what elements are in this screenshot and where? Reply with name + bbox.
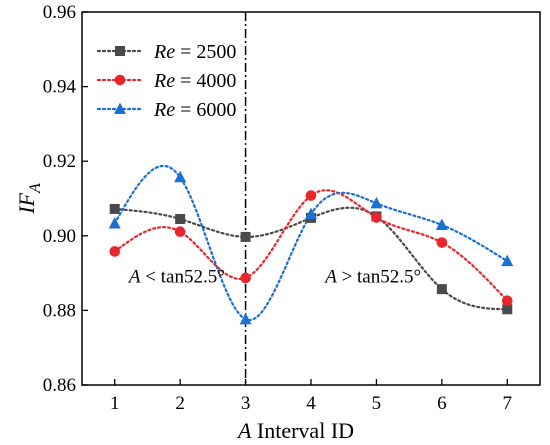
plot-area: A < tan52.5° A > tan52.5° — [108, 12, 514, 385]
data-point-s1-3 — [240, 272, 251, 284]
x-tick-label-5: 5 — [372, 393, 382, 414]
y-tick-label-0: 0.86 — [43, 375, 76, 396]
legend-label-value: = 4000 — [175, 70, 236, 92]
y-axis-label-sub: A — [27, 183, 44, 194]
legend-label-var: Re — [153, 99, 175, 121]
annotation-var: A — [323, 266, 337, 287]
legend-label-value: = 2500 — [175, 41, 236, 63]
y-axis-label-main: IF — [14, 192, 39, 214]
data-point-s1-5 — [371, 212, 382, 223]
annotation-0: A < tan52.5° — [127, 266, 225, 287]
data-point-s2-5 — [370, 196, 383, 209]
legend-label-value: = 6000 — [175, 99, 236, 121]
annotation-var: A — [127, 266, 141, 287]
x-tick-label-2: 2 — [175, 393, 185, 414]
trend-line-2 — [113, 164, 509, 322]
y-axis-label: IFA — [14, 183, 44, 215]
legend-label-var: Re — [153, 41, 175, 63]
x-tick-label-4: 4 — [306, 393, 316, 414]
legend-label-1: Re = 4000 — [153, 70, 236, 92]
data-point-s0-7 — [502, 304, 513, 315]
data-point-s2-3 — [239, 312, 252, 325]
data-point-s1-6 — [436, 237, 448, 248]
annotation-text: < tan52.5° — [141, 266, 225, 287]
data-point-s1-7 — [501, 295, 513, 307]
legend-marker-1 — [114, 74, 126, 86]
legend-label-0: Re = 2500 — [153, 41, 236, 63]
data-point-s0-6 — [436, 284, 447, 295]
annotation-text: > tan52.5° — [337, 266, 421, 287]
data-point-s1-4 — [305, 190, 317, 201]
legend-label-var: Re — [153, 70, 175, 92]
x-axis-label-var: A — [236, 418, 252, 443]
axes: 1 2 3 4 5 6 7 0.86 0.88 0.90 0.92 0.94 0.96 A Interva… — [14, 2, 541, 443]
x-tick-label-7: 7 — [503, 393, 513, 414]
legend-label-2: Re = 6000 — [153, 99, 236, 121]
x-tick-label-1: 1 — [110, 393, 120, 414]
y-tick-label-2: 0.90 — [43, 226, 76, 247]
legend-marker-2 — [114, 102, 126, 114]
data-point-s2-7 — [501, 254, 514, 267]
data-point-s1-2 — [174, 226, 186, 237]
data-point-s0-2 — [175, 214, 186, 225]
x-axis-label: A Interval ID — [236, 418, 354, 443]
data-point-s2-6 — [435, 218, 448, 230]
x-tick-label-3: 3 — [241, 393, 251, 414]
annotation-1: A > tan52.5° — [323, 266, 421, 287]
y-tick-label-3: 0.92 — [43, 151, 76, 172]
data-point-s0-3 — [240, 231, 251, 242]
legend-marker-0 — [115, 46, 125, 56]
y-tick-label-4: 0.94 — [43, 77, 77, 98]
x-tick-label-6: 6 — [437, 393, 447, 414]
x-axis-label-text: Interval ID — [251, 418, 354, 443]
trend-line-0 — [113, 206, 509, 311]
y-tick-label-1: 0.88 — [43, 300, 76, 321]
y-tick-label-5: 0.96 — [43, 2, 76, 23]
data-point-s1-1 — [109, 246, 121, 257]
data-point-s2-4 — [305, 207, 317, 220]
data-point-s2-2 — [174, 170, 187, 183]
data-point-s0-1 — [109, 203, 120, 214]
data-point-s2-1 — [108, 216, 121, 229]
